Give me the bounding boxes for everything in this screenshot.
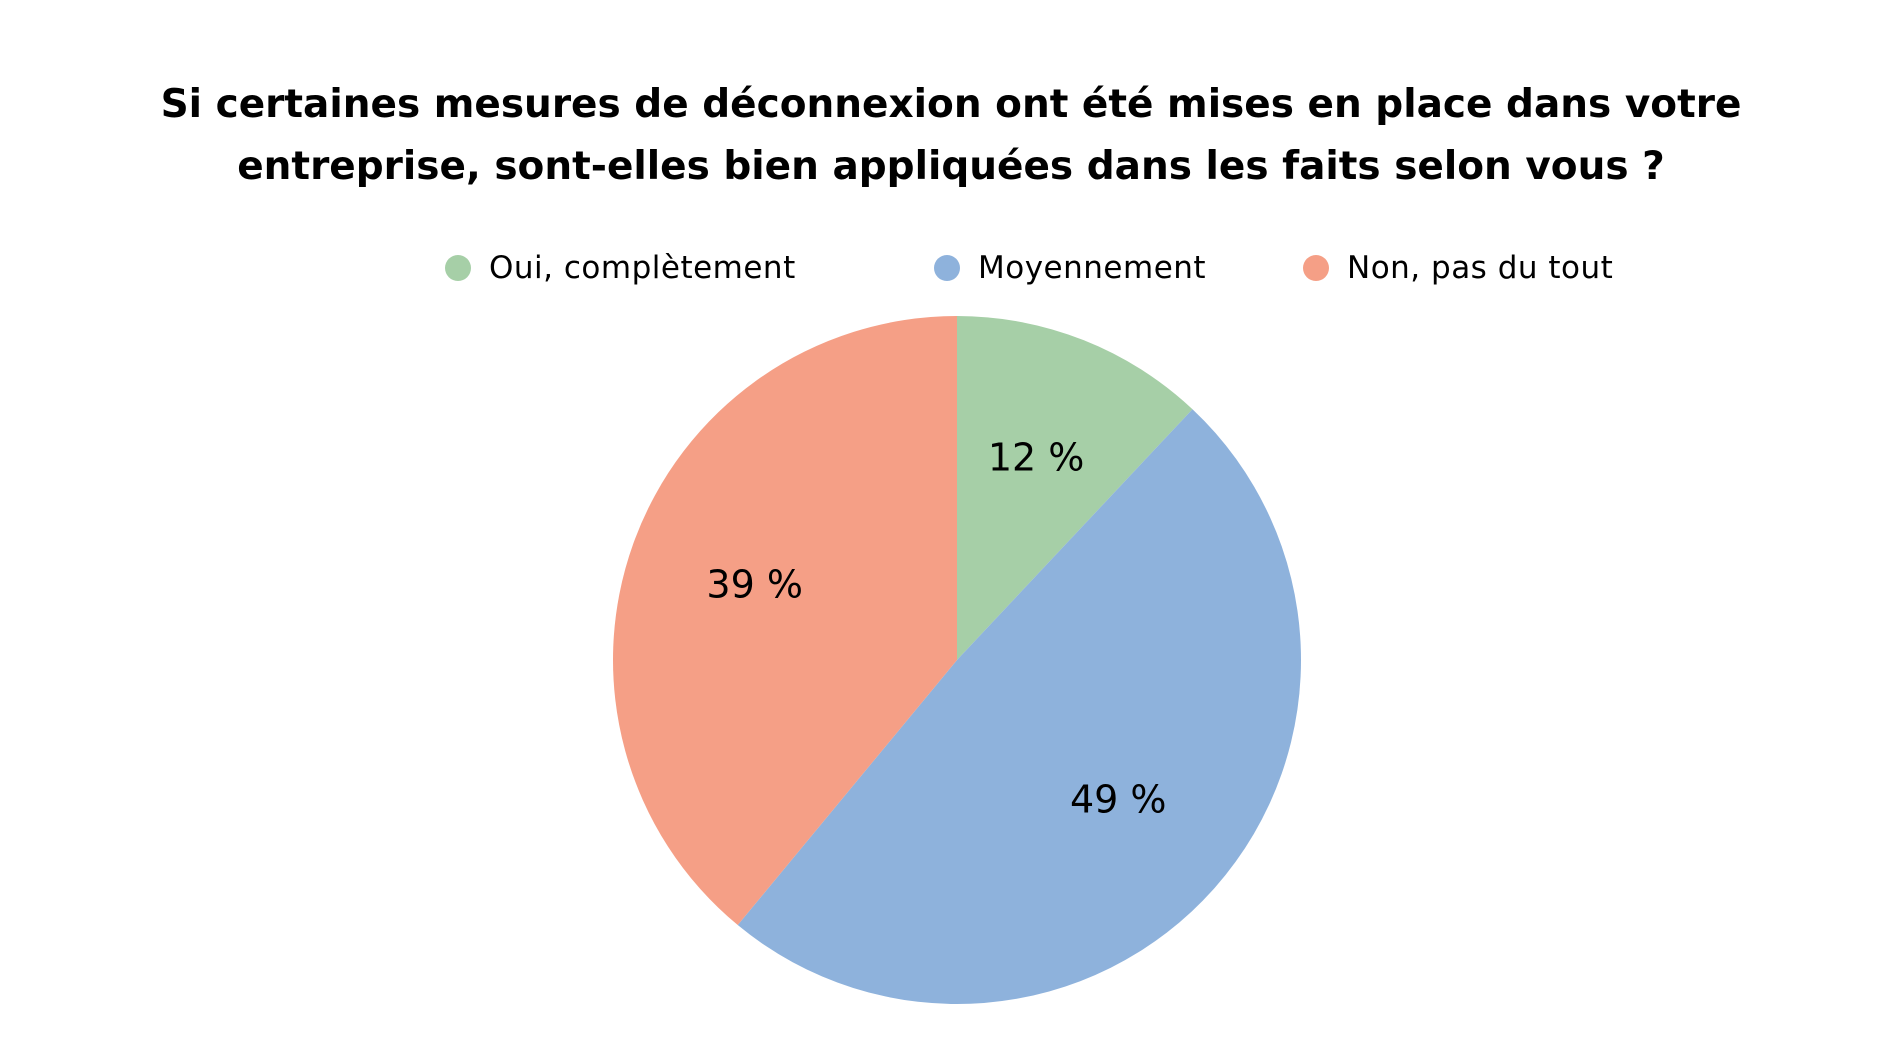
legend-swatch-moyennement <box>934 255 960 281</box>
slice-label-non: 39 % <box>706 563 803 607</box>
pie-slice-non <box>612 316 957 926</box>
chart-title-line-1: Si certaines mesures de déconnexion ont … <box>160 82 1742 127</box>
chart-title-line-2: entreprise, sont-elles bien appliquées d… <box>237 144 1665 189</box>
legend-label-non: Non, pas du tout <box>1347 250 1614 286</box>
legend-item-oui: Oui, complètement <box>445 248 796 288</box>
legend-swatch-non <box>1303 255 1329 281</box>
slice-label-moyennement: 49 % <box>1070 778 1167 822</box>
legend-swatch-oui <box>445 255 471 281</box>
pie-slice-moyennement <box>737 409 1302 1005</box>
legend-item-non: Non, pas du tout <box>1303 248 1613 288</box>
legend-label-moyennement: Moyennement <box>978 250 1207 286</box>
legend-label-oui: Oui, complètement <box>489 250 796 286</box>
chart-title: Si certaines mesures de déconnexion ont … <box>0 74 1902 198</box>
legend-item-moyennement: Moyennement <box>934 248 1206 288</box>
pie-slice-oui <box>957 316 1193 660</box>
slice-label-oui: 12 % <box>988 436 1085 480</box>
